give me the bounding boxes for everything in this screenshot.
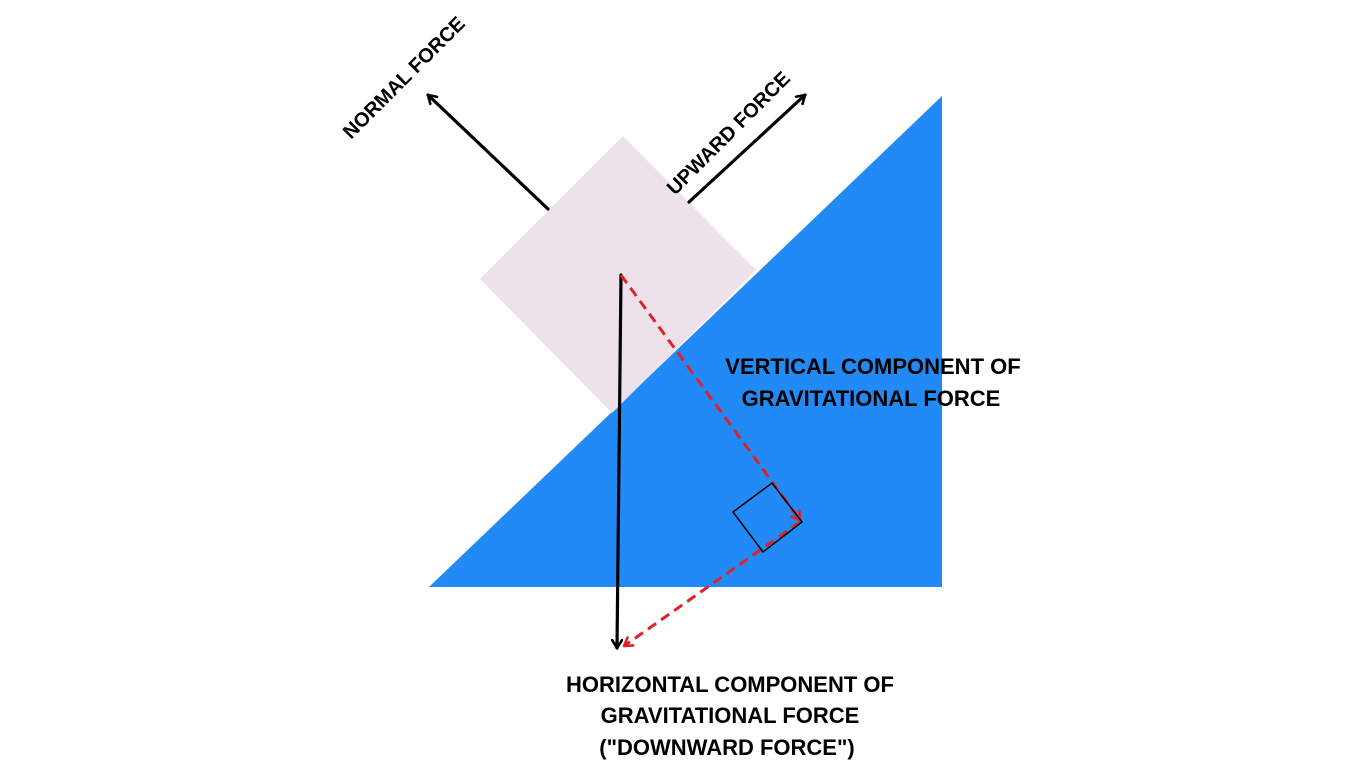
horizontal-component-arrow [624,520,801,646]
vertical-component-arrow [619,274,800,520]
block [480,136,756,413]
vertical-component-label-line1: VERTICAL COMPONENT OF [725,354,1020,379]
vertical-component-label-line2: GRAVITATIONAL FORCE [742,386,1001,411]
upward-force-arrow [687,93,807,204]
normal-force-arrow [426,93,550,211]
horizontal-component-label-line2: GRAVITATIONAL FORCE [601,703,860,728]
right-angle-marker [731,481,804,554]
upward-force-label: UPWARD FORCE [663,68,795,200]
normal-force-label: NORMAL FORCE [339,13,470,144]
gravity-arrow [617,273,621,650]
horizontal-component-label-line1: HORIZONTAL COMPONENT OF [566,672,894,697]
horizontal-component-label-line3: ("DOWNWARD FORCE") [599,735,855,760]
inclined-plane [429,96,942,587]
